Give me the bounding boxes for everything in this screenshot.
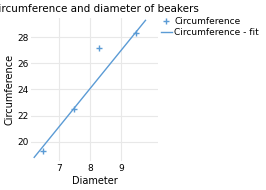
X-axis label: Diameter: Diameter	[72, 176, 117, 186]
Legend: Circumference, Circumference - fit: Circumference, Circumference - fit	[159, 15, 261, 39]
Circumference	[41, 149, 45, 152]
Title: Circumference and diameter of beakers: Circumference and diameter of beakers	[0, 4, 198, 14]
Circumference	[134, 32, 138, 35]
Y-axis label: Circumference: Circumference	[4, 54, 14, 125]
Circumference	[72, 108, 77, 111]
Circumference	[97, 46, 101, 49]
